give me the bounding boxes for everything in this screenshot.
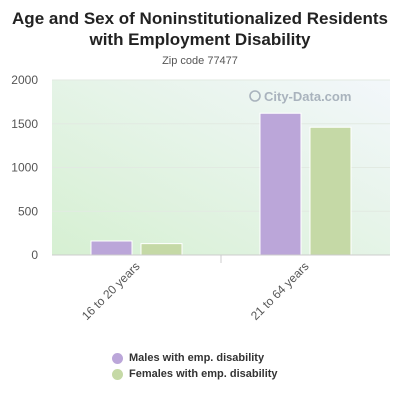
y-tick-label: 500 <box>18 204 38 218</box>
chart-subtitle: Zip code 77477 <box>162 55 238 67</box>
watermark: City-Data.com <box>249 89 351 104</box>
legend-label-males: Males with emp. disability <box>129 352 265 364</box>
y-tick-label: 1500 <box>11 117 38 131</box>
legend-item-females: Females with emp. disability <box>112 366 278 382</box>
legend-swatch-males <box>112 352 123 364</box>
bar-females-1[interactable] <box>140 243 183 256</box>
y-tick-label: 0 <box>31 248 38 262</box>
bar-males-1[interactable] <box>90 240 133 256</box>
legend-item-males: Males with emp. disability <box>112 350 278 366</box>
chart-title: Age and Sex of Noninstitutionalized Resi… <box>12 9 388 49</box>
city-data-logo-icon <box>249 90 261 102</box>
bar-females-2[interactable] <box>309 126 352 256</box>
y-tick-label: 2000 <box>11 73 38 87</box>
x-tick-label: 21 to 64 years <box>248 259 312 323</box>
bar-males-2[interactable] <box>259 112 302 256</box>
legend-label-females: Females with emp. disability <box>129 368 278 380</box>
legend: Males with emp. disability Females with … <box>112 350 278 382</box>
x-tick-label: 16 to 20 years <box>79 259 143 323</box>
legend-swatch-females <box>112 368 123 380</box>
watermark-text: City-Data.com <box>264 89 351 104</box>
y-tick-label: 1000 <box>11 161 38 175</box>
